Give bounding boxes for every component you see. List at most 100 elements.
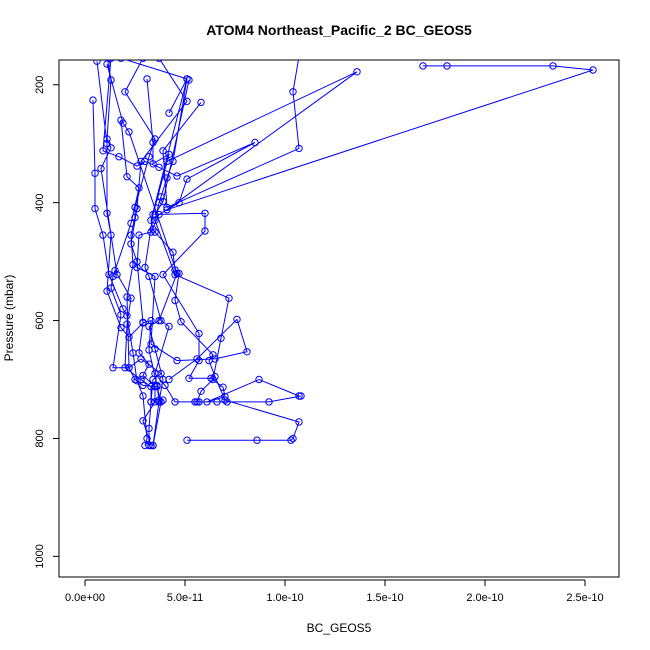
data-point-10-7 <box>117 311 125 319</box>
data-point-8-1 <box>107 60 115 62</box>
series-line-12 <box>130 60 188 446</box>
x-tick-label: 0.0e+00 <box>65 592 105 604</box>
data-point-2-4 <box>99 231 107 239</box>
x-tick-label: 2.0e-10 <box>466 592 503 604</box>
data-point-8-6 <box>155 163 163 172</box>
data-point-4-6 <box>141 263 149 272</box>
series-line-5 <box>150 78 300 441</box>
data-point-7-2 <box>183 75 191 83</box>
data-point-3-2 <box>121 88 129 96</box>
data-point-13-4 <box>107 231 115 239</box>
y-tick-label: 400 <box>34 193 46 211</box>
data-point-5-3 <box>147 216 155 225</box>
data-point-11-10 <box>149 441 157 450</box>
data-point-1-5 <box>97 164 105 173</box>
data-point-14-4 <box>589 66 597 74</box>
data-point-3-1 <box>139 60 147 62</box>
data-point-8-19 <box>243 348 251 356</box>
data-point-8-20 <box>233 315 241 324</box>
data-point-6-6 <box>159 270 167 279</box>
y-axis-label: Pressure (mbar) <box>2 275 16 362</box>
x-tick-label: 1.0e-10 <box>266 592 303 604</box>
data-point-4-13 <box>191 398 199 406</box>
series-line-6 <box>154 79 300 403</box>
data-point-12-13 <box>139 417 147 425</box>
data-point-8-12 <box>147 228 155 236</box>
data-point-13-3 <box>103 209 111 218</box>
series-line-13 <box>96 61 163 401</box>
data-point-2-5 <box>105 270 113 279</box>
data-point-3-4 <box>145 153 153 161</box>
y-tick-label: 1000 <box>34 544 46 568</box>
data-point-6-11 <box>219 383 227 391</box>
data-point-5-17 <box>287 436 295 444</box>
data-point-8-17 <box>173 356 181 365</box>
data-point-1-2 <box>107 76 115 84</box>
data-point-12-11 <box>151 382 159 391</box>
x-tick-label: 1.5e-10 <box>366 592 403 604</box>
data-point-6-7 <box>195 329 203 338</box>
data-point-10-5 <box>109 272 117 281</box>
data-point-7-9 <box>225 294 233 302</box>
data-point-7-1 <box>117 60 125 62</box>
data-point-6-5 <box>201 227 209 235</box>
data-point-13-8 <box>139 319 147 327</box>
data-point-13-5 <box>103 287 111 295</box>
data-point-5-15 <box>295 418 303 426</box>
data-point-14-3 <box>163 206 171 214</box>
data-point-5-18 <box>253 436 261 444</box>
data-point-8-21 <box>193 355 201 363</box>
data-point-13-1 <box>93 60 101 65</box>
data-point-2-10 <box>139 392 147 400</box>
data-point-5-5 <box>151 228 159 236</box>
data-point-13-12 <box>155 396 163 404</box>
data-point-12-10 <box>139 371 147 380</box>
data-point-6-13 <box>203 398 211 406</box>
data-point-2-1 <box>89 96 97 104</box>
data-point-8-18 <box>211 355 219 363</box>
series-line-11 <box>106 63 178 446</box>
data-point-10-8 <box>109 364 117 372</box>
data-point-3-12 <box>139 381 147 390</box>
data-point-9-4 <box>295 144 303 153</box>
data-point-12-14 <box>147 441 155 450</box>
data-point-12-5 <box>127 240 135 248</box>
data-point-9-5 <box>289 88 297 96</box>
data-point-10-12 <box>149 375 157 384</box>
data-point-9-1 <box>197 98 205 107</box>
data-point-10-2 <box>123 173 131 181</box>
data-point-11-8 <box>159 375 167 384</box>
data-point-3-11 <box>131 375 139 384</box>
data-point-6-12 <box>221 392 229 401</box>
data-point-9-2 <box>159 147 167 155</box>
data-point-6-3 <box>151 210 159 219</box>
data-point-6-9 <box>185 374 193 382</box>
series-line-8 <box>102 60 256 380</box>
data-point-3-9 <box>123 293 131 301</box>
y-axis: 200 400 600 800 1000 <box>34 76 60 569</box>
data-point-7-4 <box>163 174 171 182</box>
data-point-4-8 <box>157 316 165 325</box>
data-point-5-10 <box>177 318 185 326</box>
data-point-7-6 <box>155 199 163 207</box>
data-point-6-14 <box>255 375 263 384</box>
data-point-14-6 <box>443 62 451 70</box>
data-point-5-9 <box>171 296 179 305</box>
data-point-5-11 <box>209 351 217 359</box>
data-point-4-1 <box>143 75 151 83</box>
data-point-1-15 <box>145 441 153 450</box>
data-point-7-11 <box>209 375 217 384</box>
data-point-6-15 <box>295 392 303 400</box>
data-point-5-1 <box>165 109 173 117</box>
data-point-2-2 <box>91 169 99 177</box>
x-tick-label: 2.5e-10 <box>566 592 603 604</box>
series-line-9 <box>162 60 300 209</box>
data-point-13-7 <box>125 333 133 341</box>
data-point-11-2 <box>119 119 127 127</box>
data-point-1-9 <box>123 320 131 328</box>
data-point-3-7 <box>127 231 135 239</box>
data-point-13-11 <box>153 381 161 390</box>
chart-title: ATOM4 Northeast_Pacific_2 BC_GEOS5 <box>206 22 472 38</box>
series-line-1 <box>100 60 152 446</box>
